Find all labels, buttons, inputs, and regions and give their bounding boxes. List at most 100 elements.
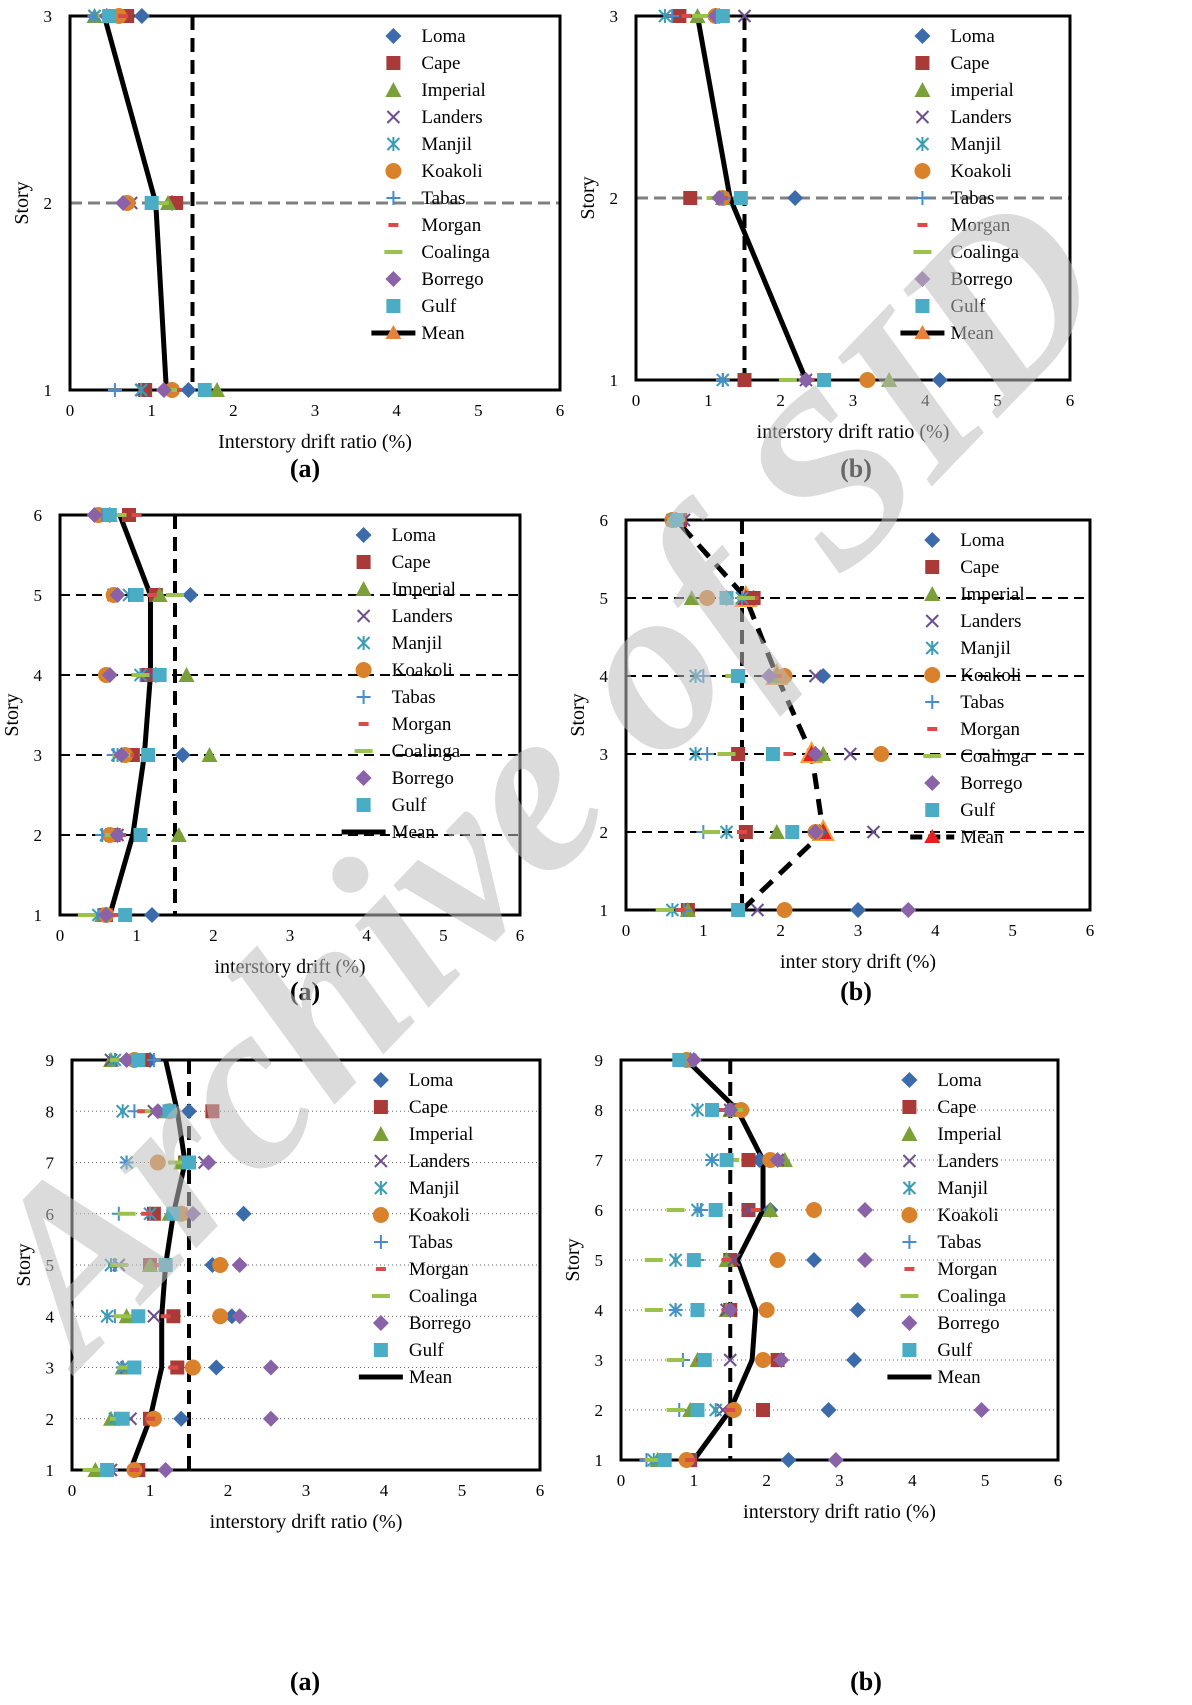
marker-borrego — [118, 1052, 135, 1068]
marker-borrego — [807, 824, 824, 840]
legend-label-koakoli: Koakoli — [950, 161, 1011, 182]
marker-loma — [174, 747, 191, 763]
legend-swatch-imperial — [355, 581, 372, 596]
marker-manjil — [658, 9, 672, 23]
legend-swatch-coalinga — [384, 250, 403, 254]
y-tick-label: 3 — [34, 746, 43, 765]
x-tick-label: 0 — [622, 921, 631, 940]
marker-imperial — [201, 747, 218, 762]
legend-swatch-gulf — [925, 803, 940, 817]
x-tick-label: 3 — [302, 1481, 311, 1500]
legend-label-loma: Loma — [937, 1070, 982, 1091]
x-tick-label: 5 — [981, 1471, 990, 1490]
marker-loma — [815, 668, 832, 684]
marker-loma — [787, 190, 804, 206]
legend-swatch-coalinga — [371, 1294, 390, 1298]
legend-label-borrego: Borrego — [392, 768, 454, 789]
marker-gulf — [144, 196, 159, 210]
marker-gulf — [131, 1309, 146, 1324]
marker-gulf — [708, 1203, 723, 1217]
legend-swatch-loma — [914, 28, 931, 44]
marker-manjil — [668, 1253, 683, 1267]
marker-coalinga — [166, 593, 184, 597]
legend-swatch-koakoli — [924, 667, 941, 683]
marker-coalinga — [666, 1358, 685, 1362]
legend-label-imperial: Imperial — [960, 584, 1024, 605]
marker-morgan — [137, 1109, 148, 1114]
x-tick-label: 1 — [690, 1471, 699, 1490]
legend-swatch-morgan — [388, 223, 399, 227]
legend-swatch-koakoli — [901, 1207, 918, 1223]
marker-borrego — [109, 587, 126, 603]
marker-koakoli — [873, 746, 890, 762]
marker-gulf — [118, 908, 133, 922]
panel-caption: (b) — [840, 454, 872, 483]
y-tick-label: 4 — [600, 667, 609, 686]
legend-label-loma: Loma — [409, 1070, 454, 1091]
y-axis-label: Story — [11, 181, 33, 224]
marker-cape — [683, 191, 698, 205]
marker-morgan — [118, 14, 129, 18]
marker-gulf — [131, 1053, 146, 1067]
legend-label-mean: Mean — [421, 323, 465, 344]
legend-label-gulf: Gulf — [960, 800, 996, 821]
marker-koakoli — [859, 372, 876, 388]
legend-label-cape: Cape — [960, 557, 999, 578]
y-axis-label: Story — [13, 1243, 35, 1286]
marker-borrego — [773, 1352, 790, 1368]
marker-gulf — [686, 1253, 701, 1267]
marker-coalinga — [131, 673, 150, 677]
marker-loma — [133, 8, 150, 24]
legend-label-morgan: Morgan — [421, 215, 481, 236]
marker-borrego — [856, 1252, 873, 1268]
legend-swatch-landers — [386, 110, 401, 124]
marker-morgan — [141, 1211, 152, 1216]
marker-manjil — [688, 747, 703, 761]
mean-line — [107, 514, 153, 916]
legend-swatch-cape — [925, 560, 940, 574]
legend-swatch-coalinga — [354, 749, 373, 753]
x-tick-label: 1 — [132, 926, 141, 945]
x-tick-label: 1 — [147, 401, 156, 420]
x-tick-label: 6 — [516, 926, 525, 945]
marker-tabas — [705, 1153, 720, 1167]
legend-swatch-manjil — [902, 1181, 917, 1195]
panel-caption: (a) — [289, 977, 321, 1006]
marker-morgan — [152, 1263, 163, 1267]
marker-tabas — [700, 747, 715, 761]
marker-coalinga — [77, 913, 96, 917]
legend-swatch-coalinga — [913, 250, 932, 254]
legend-label-manjil: Manjil — [409, 1178, 460, 1199]
y-axis-label: Story — [567, 693, 589, 736]
legend-swatch-mean-marker — [924, 829, 941, 843]
marker-gulf — [697, 1353, 712, 1367]
marker-borrego — [722, 1102, 739, 1118]
marker-tabas — [715, 373, 730, 387]
legend-swatch-mean-marker — [914, 325, 931, 339]
legend-label-morgan: Morgan — [392, 714, 452, 735]
marker-gulf — [731, 669, 746, 683]
marker-loma — [931, 372, 948, 388]
legend-swatch-cape — [386, 56, 401, 70]
marker-borrego — [98, 907, 114, 923]
mean-line — [674, 518, 826, 912]
y-tick-label: 7 — [595, 1151, 604, 1170]
marker-gulf — [731, 903, 746, 917]
legend-swatch-imperial — [901, 1126, 918, 1141]
legend-label-landers: Landers — [950, 107, 1011, 128]
marker-borrego — [231, 1257, 248, 1273]
legend-swatch-manjil — [915, 137, 930, 151]
marker-borrego — [807, 746, 824, 762]
marker-imperial — [762, 1202, 779, 1217]
marker-loma — [181, 1103, 197, 1120]
marker-morgan — [147, 593, 157, 597]
legend-swatch-landers — [902, 1154, 917, 1168]
y-tick-label: 1 — [600, 901, 609, 920]
legend-label-tabas: Tabas — [950, 188, 994, 209]
marker-manjil — [134, 383, 148, 397]
marker-landers — [808, 669, 823, 683]
marker-tabas — [694, 1203, 709, 1217]
